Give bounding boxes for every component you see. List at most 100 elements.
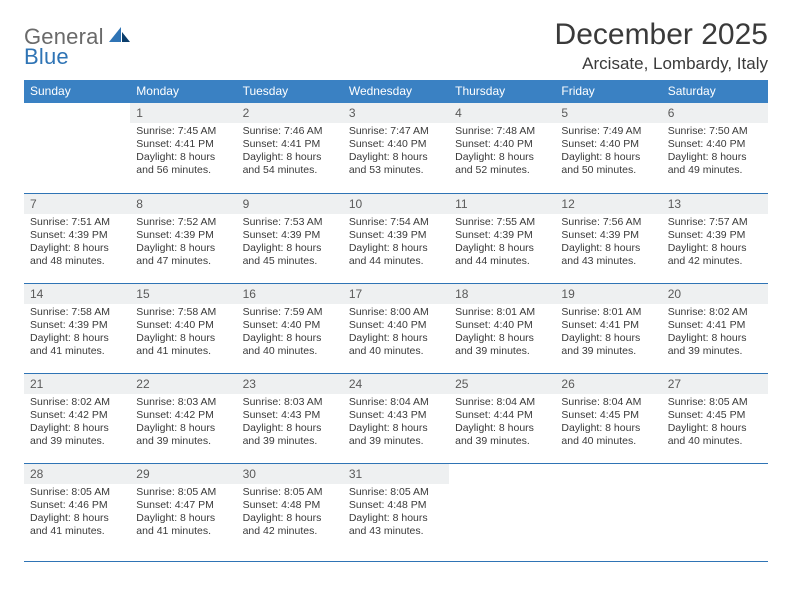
calendar-cell: 28Sunrise: 8:05 AMSunset: 4:46 PMDayligh… [24,463,130,561]
daylight-text: Daylight: 8 hours and 48 minutes. [30,242,124,268]
sunset-text: Sunset: 4:40 PM [243,319,337,332]
sunrise-text: Sunrise: 8:04 AM [561,396,655,409]
daylight-text: Daylight: 8 hours and 53 minutes. [349,151,443,177]
sunrise-text: Sunrise: 7:56 AM [561,216,655,229]
daylight-text: Daylight: 8 hours and 41 minutes. [136,512,230,538]
sunrise-text: Sunrise: 7:55 AM [455,216,549,229]
sunset-text: Sunset: 4:40 PM [455,319,549,332]
calendar-week-row: 14Sunrise: 7:58 AMSunset: 4:39 PMDayligh… [24,283,768,373]
calendar-cell: 2 Sunrise: 7:46 AMSunset: 4:41 PMDaylight… [237,103,343,193]
sunrise-text: Sunrise: 8:05 AM [668,396,762,409]
daylight-text: Daylight: 8 hours and 54 minutes. [243,151,337,177]
day-number: 3 [343,103,449,123]
calendar-cell: 21Sunrise: 8:02 AMSunset: 4:42 PMDayligh… [24,373,130,463]
sunset-text: Sunset: 4:42 PM [136,409,230,422]
day-number: 5 [555,103,661,123]
sunset-text: Sunset: 4:40 PM [668,138,762,151]
sunset-text: Sunset: 4:41 PM [243,138,337,151]
day-details: Sunrise: 8:03 AMSunset: 4:42 PMDaylight:… [130,394,236,453]
calendar-cell: 15Sunrise: 7:58 AMSunset: 4:40 PMDayligh… [130,283,236,373]
sunrise-text: Sunrise: 7:51 AM [30,216,124,229]
sunset-text: Sunset: 4:39 PM [561,229,655,242]
day-number: 1 [130,103,236,123]
calendar-cell: 23Sunrise: 8:03 AMSunset: 4:43 PMDayligh… [237,373,343,463]
daylight-text: Daylight: 8 hours and 44 minutes. [349,242,443,268]
sunrise-text: Sunrise: 8:01 AM [455,306,549,319]
daylight-text: Daylight: 8 hours and 47 minutes. [136,242,230,268]
day-number: 24 [343,374,449,394]
daylight-text: Daylight: 8 hours and 40 minutes. [349,332,443,358]
day-details: Sunrise: 7:53 AMSunset: 4:39 PMDaylight:… [237,214,343,273]
sunset-text: Sunset: 4:40 PM [455,138,549,151]
sunset-text: Sunset: 4:39 PM [243,229,337,242]
day-number: 9 [237,194,343,214]
sunset-text: Sunset: 4:39 PM [30,229,124,242]
day-details: Sunrise: 7:52 AMSunset: 4:39 PMDaylight:… [130,214,236,273]
daylight-text: Daylight: 8 hours and 39 minutes. [668,332,762,358]
calendar-cell [555,463,661,561]
sunset-text: Sunset: 4:47 PM [136,499,230,512]
daylight-text: Daylight: 8 hours and 43 minutes. [561,242,655,268]
sunrise-text: Sunrise: 8:03 AM [136,396,230,409]
day-details: Sunrise: 8:02 AMSunset: 4:41 PMDaylight:… [662,304,768,363]
calendar-cell [449,463,555,561]
day-details: Sunrise: 7:58 AMSunset: 4:39 PMDaylight:… [24,304,130,363]
sunset-text: Sunset: 4:43 PM [243,409,337,422]
daylight-text: Daylight: 8 hours and 42 minutes. [668,242,762,268]
calendar-cell: 11Sunrise: 7:55 AMSunset: 4:39 PMDayligh… [449,193,555,283]
calendar-cell [662,463,768,561]
day-number: 31 [343,464,449,484]
sunset-text: Sunset: 4:48 PM [243,499,337,512]
calendar-cell: 26Sunrise: 8:04 AMSunset: 4:45 PMDayligh… [555,373,661,463]
calendar-cell: 13Sunrise: 7:57 AMSunset: 4:39 PMDayligh… [662,193,768,283]
day-number: 11 [449,194,555,214]
day-number: 26 [555,374,661,394]
day-number: 25 [449,374,555,394]
location: Arcisate, Lombardy, Italy [555,54,768,74]
daylight-text: Daylight: 8 hours and 49 minutes. [668,151,762,177]
day-header: Sunday [24,80,130,103]
daylight-text: Daylight: 8 hours and 56 minutes. [136,151,230,177]
day-details: Sunrise: 7:50 AMSunset: 4:40 PMDaylight:… [662,123,768,182]
daylight-text: Daylight: 8 hours and 39 minutes. [243,422,337,448]
day-details: Sunrise: 7:47 AMSunset: 4:40 PMDaylight:… [343,123,449,182]
day-details: Sunrise: 7:57 AMSunset: 4:39 PMDaylight:… [662,214,768,273]
day-number: 2 [237,103,343,123]
logo-sail-icon [107,25,131,45]
sunrise-text: Sunrise: 7:50 AM [668,125,762,138]
daylight-text: Daylight: 8 hours and 52 minutes. [455,151,549,177]
calendar-cell: 1Sunrise: 7:45 AMSunset: 4:41 PMDaylight… [130,103,236,193]
calendar-cell: 17Sunrise: 8:00 AMSunset: 4:40 PMDayligh… [343,283,449,373]
sunrise-text: Sunrise: 7:49 AM [561,125,655,138]
calendar-cell: 5Sunrise: 7:49 AMSunset: 4:40 PMDaylight… [555,103,661,193]
sunset-text: Sunset: 4:44 PM [455,409,549,422]
day-number: 15 [130,284,236,304]
day-details: Sunrise: 7:51 AMSunset: 4:39 PMDaylight:… [24,214,130,273]
day-number: 12 [555,194,661,214]
daylight-text: Daylight: 8 hours and 44 minutes. [455,242,549,268]
calendar-cell: 25Sunrise: 8:04 AMSunset: 4:44 PMDayligh… [449,373,555,463]
title-block: December 2025 Arcisate, Lombardy, Italy [555,18,768,74]
day-details: Sunrise: 7:59 AMSunset: 4:40 PMDaylight:… [237,304,343,363]
sunset-text: Sunset: 4:39 PM [349,229,443,242]
sunrise-text: Sunrise: 7:46 AM [243,125,337,138]
sunrise-text: Sunrise: 7:48 AM [455,125,549,138]
day-number: 20 [662,284,768,304]
sunrise-text: Sunrise: 7:59 AM [243,306,337,319]
daylight-text: Daylight: 8 hours and 40 minutes. [243,332,337,358]
sunrise-text: Sunrise: 8:02 AM [668,306,762,319]
day-details: Sunrise: 8:01 AMSunset: 4:41 PMDaylight:… [555,304,661,363]
daylight-text: Daylight: 8 hours and 39 minutes. [349,422,443,448]
sunrise-text: Sunrise: 8:00 AM [349,306,443,319]
calendar-week-row: 21Sunrise: 8:02 AMSunset: 4:42 PMDayligh… [24,373,768,463]
daylight-text: Daylight: 8 hours and 45 minutes. [243,242,337,268]
sunset-text: Sunset: 4:40 PM [561,138,655,151]
sunrise-text: Sunrise: 7:47 AM [349,125,443,138]
sunset-text: Sunset: 4:43 PM [349,409,443,422]
day-number: 16 [237,284,343,304]
day-number: 10 [343,194,449,214]
day-details: Sunrise: 7:49 AMSunset: 4:40 PMDaylight:… [555,123,661,182]
calendar-cell [24,103,130,193]
day-number: 21 [24,374,130,394]
day-number: 17 [343,284,449,304]
